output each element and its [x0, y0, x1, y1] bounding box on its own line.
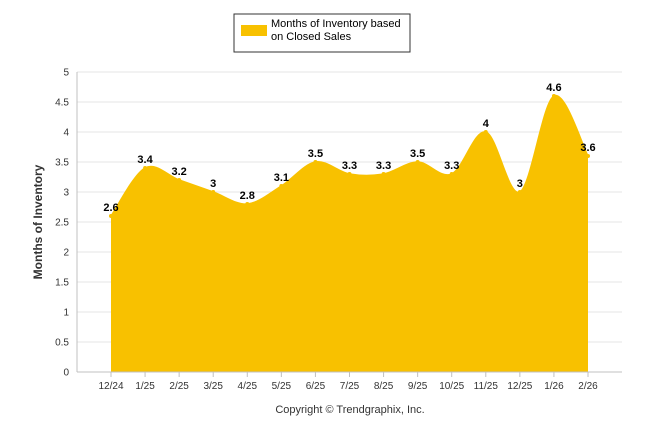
x-tick-label: 1/26 — [544, 381, 564, 392]
data-label: 3.3 — [444, 160, 459, 172]
data-label: 4.6 — [546, 82, 561, 94]
x-tick-label: 8/25 — [374, 381, 394, 392]
x-tick-label: 10/25 — [439, 381, 464, 392]
data-label: 2.6 — [103, 202, 118, 214]
y-tick-label: 2 — [63, 248, 69, 259]
data-point[interactable] — [551, 94, 556, 98]
x-tick-label: 9/25 — [408, 381, 428, 392]
data-point[interactable] — [381, 172, 386, 176]
data-label: 3 — [517, 178, 523, 190]
x-tick-label: 11/25 — [474, 381, 499, 392]
y-tick-label: 2.5 — [55, 218, 69, 229]
data-point[interactable] — [279, 184, 284, 188]
copyright-text: Copyright © Trendgraphix, Inc. — [275, 404, 424, 416]
data-point[interactable] — [313, 160, 318, 164]
data-label: 3.4 — [137, 154, 153, 166]
y-axis-title: Months of Inventory — [31, 164, 45, 279]
x-tick-label: 2/26 — [578, 381, 598, 392]
x-tick-label: 6/25 — [306, 381, 326, 392]
x-tick-label: 2/25 — [169, 381, 189, 392]
y-tick-label: 1 — [63, 308, 69, 319]
data-label: 3.6 — [580, 142, 595, 154]
x-tick-label: 3/25 — [203, 381, 223, 392]
x-tick-label: 4/25 — [238, 381, 258, 392]
area-series — [110, 95, 589, 372]
data-point[interactable] — [449, 172, 454, 176]
data-label: 3 — [210, 178, 216, 190]
area-fill[interactable] — [111, 95, 588, 372]
data-label: 3.2 — [171, 166, 186, 178]
data-point[interactable] — [109, 214, 113, 218]
legend-label-line-1: Months of Inventory based — [271, 18, 401, 30]
data-point[interactable] — [517, 190, 522, 194]
data-label: 3.5 — [308, 148, 323, 160]
data-label: 3.3 — [376, 160, 391, 172]
y-tick-label: 3.5 — [55, 158, 69, 169]
data-label: 3.3 — [342, 160, 357, 172]
data-point[interactable] — [415, 160, 420, 164]
data-label: 3.5 — [410, 148, 425, 160]
data-point[interactable] — [211, 190, 216, 194]
data-label: 2.8 — [240, 190, 255, 202]
data-point[interactable] — [347, 172, 352, 176]
data-point[interactable] — [483, 130, 488, 134]
y-tick-label: 3 — [63, 188, 69, 199]
x-tick-label: 1/25 — [135, 381, 155, 392]
data-label: 4 — [483, 118, 490, 130]
x-tick-label: 12/25 — [507, 381, 532, 392]
x-tick-label: 12/24 — [98, 381, 123, 392]
y-tick-label: 1.5 — [55, 278, 69, 289]
data-point[interactable] — [245, 202, 250, 206]
legend-label-line-2: on Closed Sales — [271, 31, 352, 43]
data-point[interactable] — [177, 178, 182, 182]
data-point[interactable] — [143, 166, 148, 170]
y-tick-label: 4.5 — [55, 98, 69, 109]
x-tick-label: 7/25 — [340, 381, 360, 392]
axes: 0 0.5 1 1.5 2 2.5 3 3.5 4 4.5 5 12/24 1/25 2/25 3/25 4/… — [55, 68, 622, 392]
data-label: 3.1 — [274, 172, 289, 184]
legend-swatch — [241, 25, 267, 36]
y-tick-label: 4 — [63, 128, 69, 139]
y-tick-label: 5 — [63, 68, 69, 79]
data-point[interactable] — [586, 154, 590, 158]
y-tick-label: 0.5 — [55, 338, 69, 349]
legend[interactable]: Months of Inventory based on Closed Sale… — [233, 13, 411, 53]
x-tick-label: 5/25 — [272, 381, 292, 392]
data-labels: 2.6 3.4 3.2 3 2.8 3.1 3.5 3.3 3.3 3.5 3.3 4 3 4.6 3.6 — [103, 82, 596, 218]
y-tick-label: 0 — [63, 368, 69, 379]
